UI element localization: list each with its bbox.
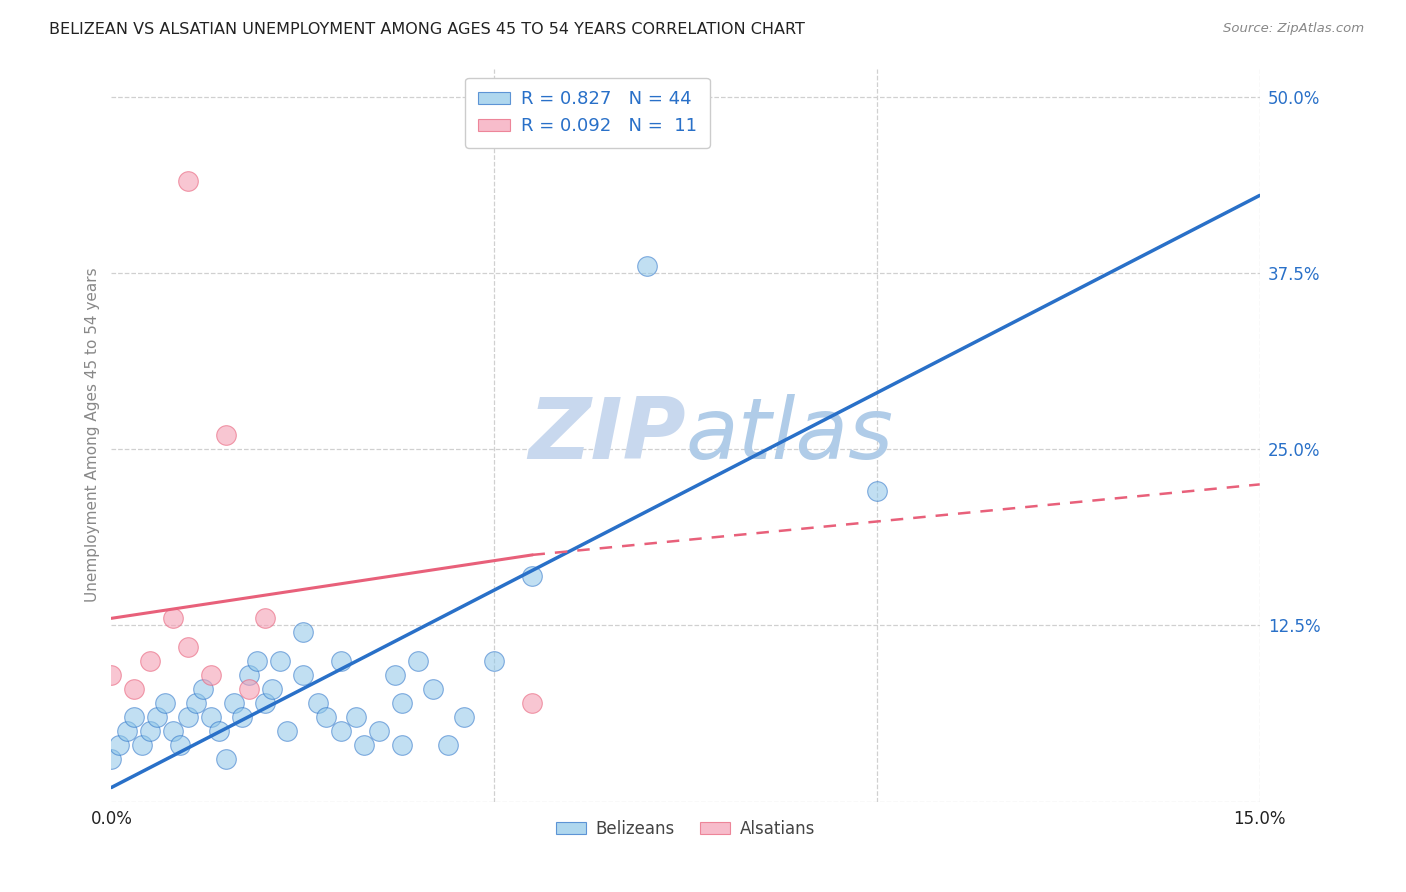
Point: [482, 654, 505, 668]
Point: [866, 484, 889, 499]
Point: [238, 667, 260, 681]
Point: [177, 710, 200, 724]
Point: [177, 640, 200, 654]
Point: [330, 724, 353, 739]
Text: ZIP: ZIP: [527, 393, 686, 476]
Point: [222, 696, 245, 710]
Point: [344, 710, 367, 724]
Point: [138, 724, 160, 739]
Point: [215, 428, 238, 442]
Text: BELIZEAN VS ALSATIAN UNEMPLOYMENT AMONG AGES 45 TO 54 YEARS CORRELATION CHART: BELIZEAN VS ALSATIAN UNEMPLOYMENT AMONG …: [49, 22, 806, 37]
Point: [406, 654, 429, 668]
Point: [153, 696, 176, 710]
Point: [215, 752, 238, 766]
Point: [391, 696, 413, 710]
Point: [353, 738, 375, 752]
Point: [108, 738, 131, 752]
Point: [238, 681, 260, 696]
Text: Source: ZipAtlas.com: Source: ZipAtlas.com: [1223, 22, 1364, 36]
Point: [162, 724, 184, 739]
Point: [384, 667, 406, 681]
Point: [100, 752, 122, 766]
Point: [262, 681, 284, 696]
Point: [522, 569, 544, 583]
Y-axis label: Unemployment Among Ages 45 to 54 years: Unemployment Among Ages 45 to 54 years: [86, 268, 100, 602]
Point: [246, 654, 269, 668]
Point: [422, 681, 444, 696]
Point: [162, 611, 184, 625]
Point: [291, 625, 314, 640]
Point: [307, 696, 329, 710]
Point: [437, 738, 460, 752]
Point: [146, 710, 169, 724]
Point: [253, 611, 276, 625]
Point: [184, 696, 207, 710]
Point: [200, 667, 222, 681]
Point: [100, 667, 122, 681]
Point: [330, 654, 353, 668]
Point: [291, 667, 314, 681]
Point: [636, 259, 658, 273]
Point: [138, 654, 160, 668]
Point: [200, 710, 222, 724]
Point: [124, 710, 146, 724]
Point: [115, 724, 138, 739]
Point: [124, 681, 146, 696]
Point: [253, 696, 276, 710]
Point: [177, 174, 200, 188]
Point: [207, 724, 229, 739]
Point: [193, 681, 215, 696]
Point: [453, 710, 475, 724]
Point: [315, 710, 337, 724]
Point: [391, 738, 413, 752]
Legend: Belizeans, Alsatians: Belizeans, Alsatians: [550, 814, 823, 845]
Point: [131, 738, 153, 752]
Point: [231, 710, 253, 724]
Point: [276, 724, 298, 739]
Text: atlas: atlas: [686, 393, 894, 476]
Point: [169, 738, 191, 752]
Point: [269, 654, 291, 668]
Point: [368, 724, 391, 739]
Point: [522, 696, 544, 710]
